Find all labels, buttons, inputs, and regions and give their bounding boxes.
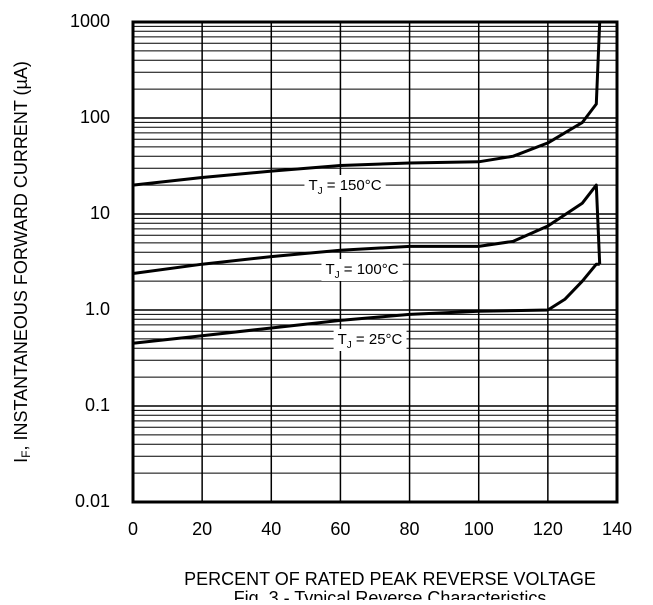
series-line bbox=[132, 262, 600, 345]
series-line bbox=[132, 21, 602, 187]
series-line bbox=[132, 183, 602, 275]
y-axis-label: IF, INSTANTANEOUS FORWARD CURRENT (µA) bbox=[11, 61, 33, 463]
label-symbol: T bbox=[308, 177, 317, 194]
label-background bbox=[321, 259, 403, 281]
y-symbol: I bbox=[11, 458, 31, 463]
y-tick-label: 0.1 bbox=[85, 395, 110, 415]
label-subscript: J bbox=[347, 340, 352, 351]
x-tick-label: 0 bbox=[128, 519, 138, 539]
x-tick-label: 120 bbox=[533, 519, 563, 539]
x-tick-label: 60 bbox=[330, 519, 350, 539]
label-symbol: T bbox=[338, 331, 347, 348]
label-symbol: T bbox=[325, 261, 334, 278]
series-label: TJ = 100°C bbox=[325, 261, 398, 281]
x-tick-label: 40 bbox=[261, 519, 281, 539]
y-subscript: F bbox=[19, 451, 33, 458]
caption: Fig. 3 - Typical Reverse Characteristics bbox=[234, 588, 547, 600]
y-tick-label: 100 bbox=[80, 107, 110, 127]
label-text: = 150°C bbox=[323, 177, 382, 194]
x-tick-label: 80 bbox=[400, 519, 420, 539]
x-tick-label: 140 bbox=[602, 519, 632, 539]
label-background bbox=[333, 329, 407, 351]
y-tick-label: 0.01 bbox=[75, 491, 110, 511]
x-axis-label: PERCENT OF RATED PEAK REVERSE VOLTAGE bbox=[184, 569, 596, 589]
y-text: , INSTANTANEOUS FORWARD CURRENT (µA) bbox=[11, 61, 31, 450]
label-background bbox=[304, 175, 386, 197]
series-label: TJ = 150°C bbox=[308, 177, 381, 197]
series-label: TJ = 25°C bbox=[338, 331, 403, 351]
label-text: = 25°C bbox=[352, 331, 403, 348]
plot-frame bbox=[131, 20, 619, 504]
label-text: = 100°C bbox=[340, 261, 399, 278]
label-subscript: J bbox=[335, 270, 340, 281]
y-tick-label: 1000 bbox=[70, 11, 110, 31]
y-tick-label: 1.0 bbox=[85, 299, 110, 319]
x-tick-label: 20 bbox=[192, 519, 212, 539]
x-tick-label: 100 bbox=[464, 519, 494, 539]
y-tick-label: 10 bbox=[90, 203, 110, 223]
label-subscript: J bbox=[318, 186, 323, 197]
